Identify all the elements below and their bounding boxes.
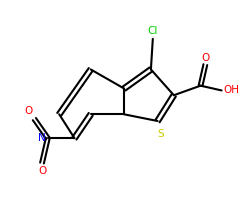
Text: O: O — [38, 166, 46, 176]
Text: O: O — [24, 106, 32, 116]
Text: OH: OH — [223, 85, 240, 95]
Text: O: O — [201, 53, 210, 63]
Text: S: S — [157, 129, 164, 139]
Text: Cl: Cl — [148, 26, 158, 36]
Text: N: N — [38, 133, 46, 143]
